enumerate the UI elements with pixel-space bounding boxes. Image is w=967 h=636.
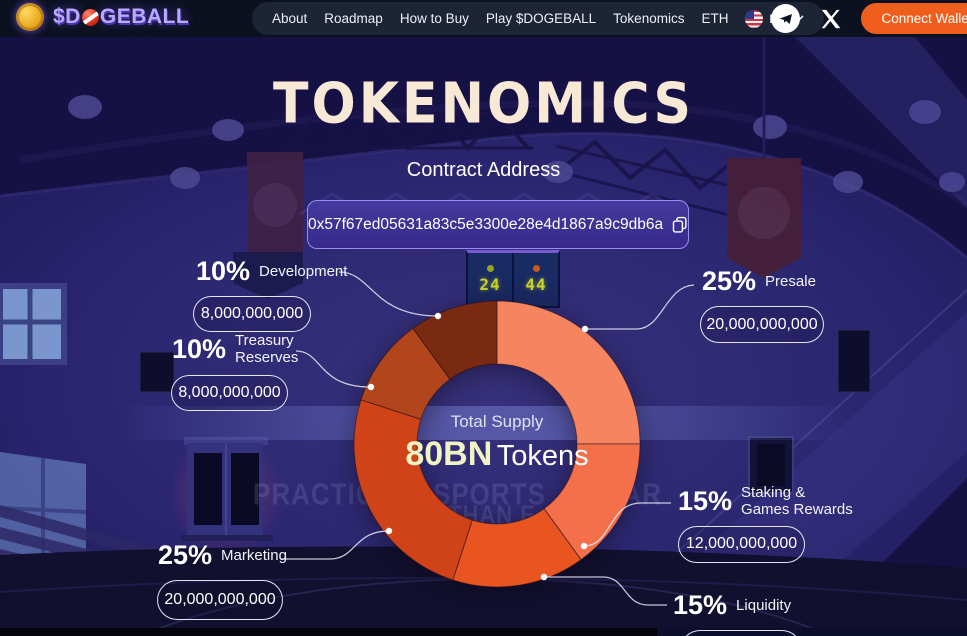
scoreboard-left: 24 [468, 253, 512, 306]
nav-roadmap[interactable]: Roadmap [324, 11, 383, 26]
callout-development: 10% Development 8,000,000,000 [193, 256, 348, 332]
total-supply-amount: 80BN [405, 435, 493, 473]
amount-pill: 8,000,000,000 [171, 374, 288, 411]
ceiling-lights [68, 95, 965, 193]
nav-about[interactable]: About [272, 11, 308, 26]
amount-pill: 8,000,000,000 [193, 296, 311, 332]
dodgeball-icon [81, 8, 99, 26]
nav-tokenomics[interactable]: Tokenomics [613, 11, 685, 26]
slice-label: Treasury Reserves [235, 332, 299, 367]
slice-label: Staking & Games Rewards [741, 484, 853, 519]
green-dot-icon [486, 265, 494, 272]
callout-treasury-reserves: 10% Treasury Reserves 8,000,000,000 [171, 332, 309, 411]
amount-pill: 20,000,000,000 [700, 306, 824, 343]
percent-value: 25% [702, 266, 757, 296]
callout-staking-games-rewards: 15% Staking & Games Rewards 12,000,000,00… [678, 484, 855, 563]
donut-slice-presale [496, 300, 641, 445]
amount-pill: 20,000,000,000 [157, 580, 283, 620]
percent-value: 10% [172, 333, 227, 364]
telegram-button[interactable] [771, 4, 800, 33]
window-top-left [0, 283, 67, 365]
callout-marketing: 25% Marketing 20,000,000,000 [157, 540, 287, 620]
slice-label: Liquidity [736, 596, 792, 614]
amount-pill: 12,000,000,000 [678, 525, 805, 563]
slice-label: Presale [765, 272, 816, 290]
callout-liquidity: 15% Liquidity [673, 590, 802, 636]
scoreboard-right: 44 [512, 253, 558, 306]
logo[interactable]: $D GEBALL [16, 3, 189, 31]
nav-play-dogeball[interactable]: Play $DOGEBALL [485, 11, 597, 26]
copy-icon[interactable] [672, 216, 688, 233]
contract-address-box[interactable]: 0x57f67ed05631a83c5e3300e28e4d1867a9c9db… [307, 200, 689, 249]
slice-label: Marketing [221, 546, 287, 564]
percent-value: 15% [673, 590, 728, 620]
logo-coin-icon [16, 3, 44, 31]
side-door [748, 436, 794, 494]
x-icon [821, 9, 841, 28]
double-doors [168, 433, 284, 557]
page-title: TOKENOMICS [273, 71, 694, 137]
nav-eth[interactable]: ETH [701, 11, 729, 26]
percent-value: 25% [158, 540, 213, 570]
tokenomics-donut-chart [353, 300, 641, 588]
scoreboard: 24 44 [466, 250, 560, 308]
contract-address-label: Contract Address [406, 159, 561, 181]
contract-address-value: 0x57f67ed05631a83c5e3300e28e4d1867a9c9db… [308, 215, 664, 233]
us-flag-icon [745, 9, 764, 28]
percent-value: 10% [196, 256, 251, 286]
logo-text: $D GEBALL [53, 5, 190, 28]
callout-presale: 25% Presale 20,000,000,000 [700, 266, 824, 343]
score-right: 44 [525, 275, 547, 294]
slice-label: Development [259, 262, 348, 280]
orange-dot-icon [532, 265, 540, 272]
percent-value: 15% [678, 485, 733, 516]
header: $D GEBALL About Roadmap How to Buy Play $… [0, 0, 967, 37]
nav-how-to-buy[interactable]: How to Buy [399, 11, 469, 26]
x-button[interactable] [817, 4, 846, 33]
donut-slice-marketing [353, 399, 473, 581]
score-left: 24 [479, 275, 501, 294]
amount-pill [680, 630, 802, 636]
nav-bar: About Roadmap How to Buy Play $DOGEBALL … [252, 2, 825, 35]
total-supply-value: 80BN Tokens [347, 435, 647, 474]
telegram-icon [779, 13, 792, 24]
total-supply-label: Total Supply [450, 412, 544, 431]
connect-wallet-button[interactable]: Connect Wallet [861, 3, 967, 34]
total-supply-unit: Tokens [496, 440, 589, 472]
